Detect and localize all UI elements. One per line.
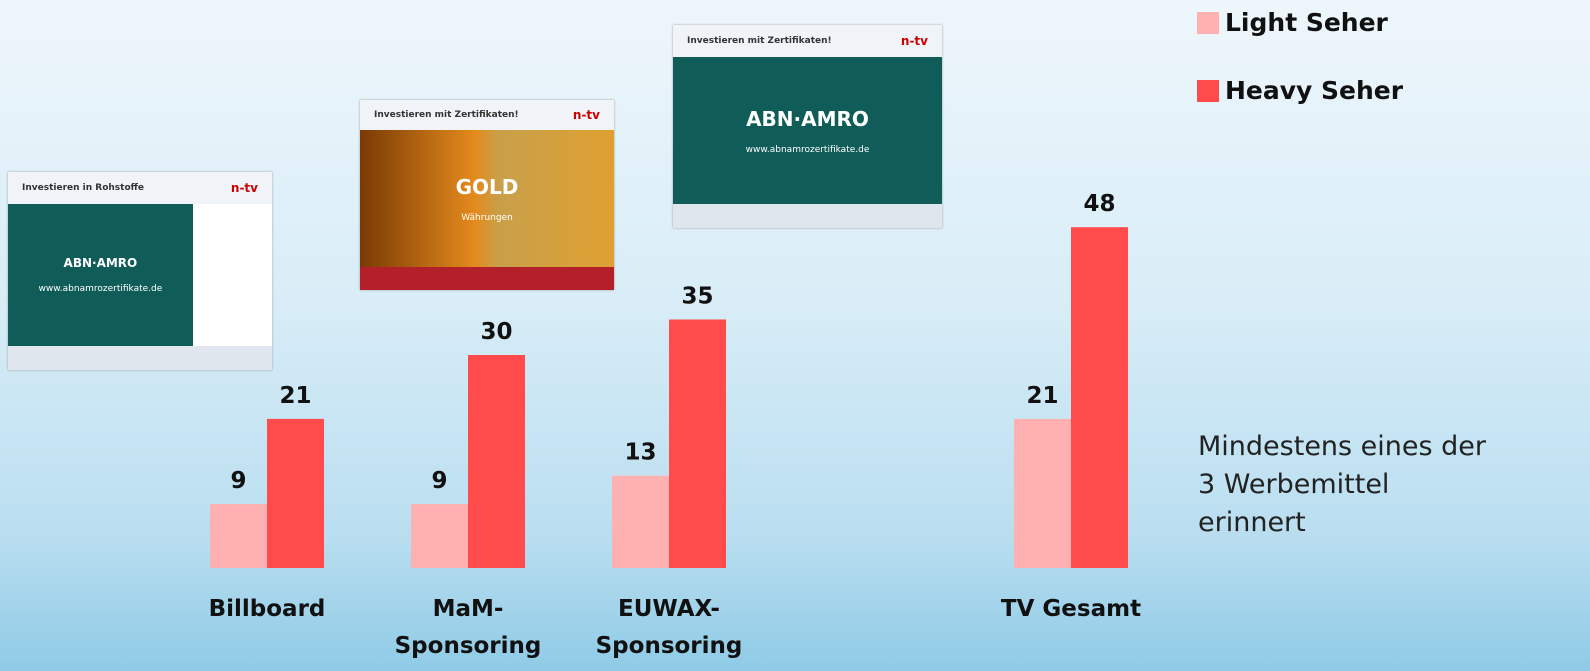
- value-label: 48: [1083, 191, 1115, 217]
- thumb-logo: n-tv: [573, 108, 600, 122]
- thumb-url: Währungen: [461, 213, 513, 223]
- slide: 9 21 9 30 13 35 21 48 Light Seher Heavy Seher M…: [0, 0, 1590, 671]
- value-label: 30: [480, 319, 512, 345]
- value-label: 21: [279, 383, 311, 409]
- thumb-logo: n-tv: [901, 34, 928, 48]
- legend-swatch: [1197, 80, 1219, 102]
- thumb-brand: ABN·AMRO: [64, 256, 138, 270]
- thumbnail: Investieren in Rohstoffe n-tv ABN·AMRO www…: [8, 172, 272, 370]
- bar: [468, 355, 525, 568]
- legend-swatch: [1197, 12, 1219, 34]
- thumb-url: www.abnamrozertifikate.de: [39, 284, 163, 294]
- value-label: 9: [230, 468, 246, 494]
- value-label: 9: [431, 468, 447, 494]
- legend-item: Light Seher: [1197, 8, 1388, 37]
- x-tick-label: MaM- Sponsoring: [368, 591, 568, 665]
- x-tick-label: Billboard: [167, 591, 367, 628]
- thumb-title: Investieren mit Zertifikaten!: [687, 36, 832, 46]
- x-tick-label: TV Gesamt: [971, 591, 1171, 628]
- legend-item: Heavy Seher: [1197, 76, 1403, 105]
- thumbnail: Investieren mit Zertifikaten! n-tv GOLD Wä…: [360, 100, 614, 290]
- thumb-url: www.abnamrozertifikate.de: [746, 145, 870, 155]
- value-label: 35: [681, 284, 713, 310]
- x-tick-label: EUWAX- Sponsoring: [569, 591, 769, 665]
- value-label: 21: [1026, 383, 1058, 409]
- thumb-title: Investieren in Rohstoffe: [22, 183, 144, 193]
- bar: [1071, 227, 1128, 568]
- thumb-logo: n-tv: [231, 181, 258, 195]
- bar: [210, 504, 267, 568]
- legend-label: Heavy Seher: [1225, 76, 1403, 105]
- bar: [411, 504, 468, 568]
- bar: [669, 320, 726, 569]
- thumb-brand: ABN·AMRO: [746, 107, 869, 131]
- annotation: Mindestens eines der 3 Werbemittel erinn…: [1198, 428, 1486, 542]
- value-label: 13: [624, 440, 656, 466]
- legend-label: Light Seher: [1225, 8, 1388, 37]
- thumbnail: Investieren mit Zertifikaten! n-tv ABN·AM…: [673, 25, 942, 228]
- thumb-title: Investieren mit Zertifikaten!: [374, 110, 519, 120]
- bar: [267, 419, 324, 568]
- bar: [1014, 419, 1071, 568]
- bar: [612, 476, 669, 568]
- thumb-brand: GOLD: [456, 175, 519, 199]
